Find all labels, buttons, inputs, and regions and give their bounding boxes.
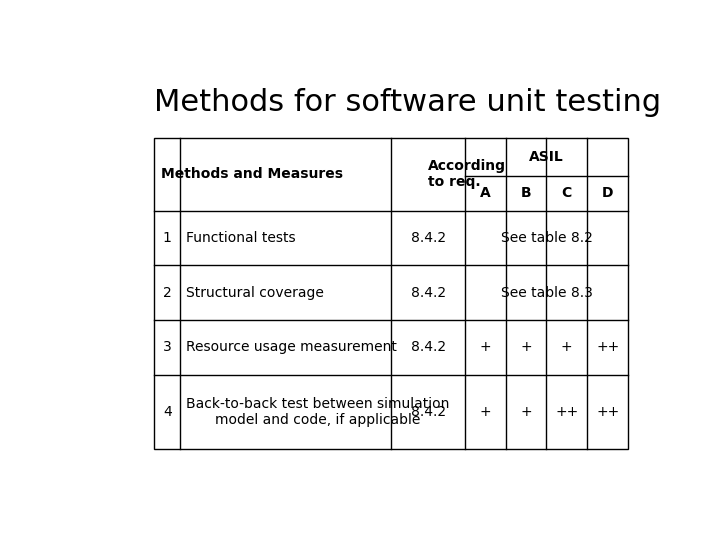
Text: +: + — [561, 340, 572, 354]
Text: Methods and Measures: Methods and Measures — [161, 167, 343, 181]
Text: 2: 2 — [163, 286, 171, 300]
Text: 3: 3 — [163, 340, 171, 354]
Text: 4: 4 — [163, 405, 171, 419]
Text: +: + — [480, 405, 491, 419]
Text: Back-to-back test between simulation
model and code, if applicable: Back-to-back test between simulation mod… — [186, 397, 449, 427]
Text: A: A — [480, 186, 490, 200]
Text: Functional tests: Functional tests — [186, 231, 295, 245]
Text: See table 8.3: See table 8.3 — [500, 286, 593, 300]
Text: D: D — [602, 186, 613, 200]
Text: B: B — [521, 186, 531, 200]
Text: ++: ++ — [555, 405, 578, 419]
Text: ++: ++ — [596, 405, 619, 419]
Text: 8.4.2: 8.4.2 — [410, 286, 446, 300]
Text: C: C — [562, 186, 572, 200]
Bar — [154, 138, 629, 449]
Text: According
to req.: According to req. — [428, 159, 506, 190]
Text: ASIL: ASIL — [529, 150, 564, 164]
Text: Resource usage measurement: Resource usage measurement — [186, 340, 397, 354]
Text: 8.4.2: 8.4.2 — [410, 231, 446, 245]
Text: Structural coverage: Structural coverage — [186, 286, 324, 300]
Text: 8.4.2: 8.4.2 — [410, 405, 446, 419]
Text: Methods for software unit testing: Methods for software unit testing — [154, 87, 661, 117]
Text: +: + — [521, 340, 532, 354]
Text: +: + — [521, 405, 532, 419]
Text: 8.4.2: 8.4.2 — [410, 340, 446, 354]
Text: 1: 1 — [163, 231, 171, 245]
Text: +: + — [480, 340, 491, 354]
Text: ++: ++ — [596, 340, 619, 354]
Text: See table 8.2: See table 8.2 — [500, 231, 593, 245]
